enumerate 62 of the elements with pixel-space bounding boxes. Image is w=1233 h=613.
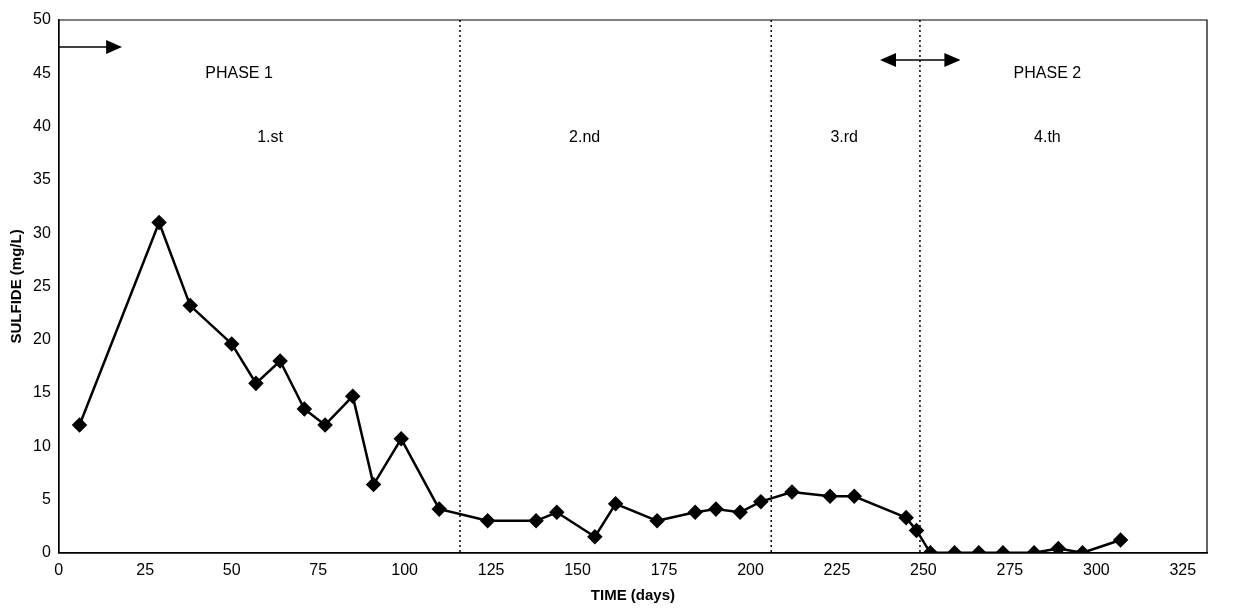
x-tick-label: 225 xyxy=(823,560,851,578)
x-tick-label: 325 xyxy=(1169,560,1197,578)
x-tick-label: 75 xyxy=(309,560,328,578)
point xyxy=(345,388,361,404)
point xyxy=(393,431,409,447)
x-axis-title: TIME (days) xyxy=(590,586,675,604)
y-tick-label: 15 xyxy=(33,383,51,401)
point xyxy=(72,417,87,433)
point xyxy=(224,336,239,352)
y-tick-label: 50 xyxy=(33,10,51,28)
x-tick-label: 300 xyxy=(1082,560,1110,578)
y-tick-label: 20 xyxy=(33,330,51,348)
point xyxy=(528,513,544,529)
x-tick-label: 175 xyxy=(650,560,678,578)
point xyxy=(480,513,495,529)
point xyxy=(1051,541,1066,553)
point xyxy=(753,494,769,509)
annotation: PHASE 1 xyxy=(205,63,273,81)
x-tick-label: 50 xyxy=(222,560,241,578)
point xyxy=(822,489,838,504)
x-tick-label: 275 xyxy=(996,560,1024,578)
x-tick-label: 125 xyxy=(477,560,505,578)
point xyxy=(182,298,198,313)
point xyxy=(431,501,447,517)
point xyxy=(898,510,914,525)
point xyxy=(1113,532,1128,548)
point xyxy=(909,523,924,538)
x-tick-label: 25 xyxy=(136,560,155,578)
point xyxy=(272,353,288,369)
point xyxy=(549,505,565,520)
x-tick-label: 100 xyxy=(391,560,419,578)
point xyxy=(587,529,603,545)
y-tick-label: 25 xyxy=(33,276,51,294)
y-tick-label: 5 xyxy=(41,489,51,507)
annotation: 1.st xyxy=(257,127,284,145)
point xyxy=(297,401,312,417)
point xyxy=(248,376,264,391)
point xyxy=(151,215,167,230)
point xyxy=(608,496,623,512)
y-tick-label: 35 xyxy=(33,170,51,188)
point xyxy=(366,477,381,492)
y-axis-title: SULFIDE (mg/L) xyxy=(7,229,25,344)
point xyxy=(732,505,748,520)
point xyxy=(317,417,333,433)
x-tick-label: 250 xyxy=(910,560,937,578)
y-tick-label: 45 xyxy=(33,63,51,81)
x-tick-label: 200 xyxy=(737,560,764,578)
point xyxy=(784,484,800,500)
y-tick-label: 40 xyxy=(33,116,51,134)
point xyxy=(846,489,862,504)
x-tick-label: 0 xyxy=(54,560,64,578)
y-tick-label: 30 xyxy=(33,223,51,241)
y-tick-label: 10 xyxy=(33,436,51,454)
annotation: 3.rd xyxy=(830,127,858,145)
annotation: PHASE 2 xyxy=(1013,63,1082,81)
x-tick-label: 150 xyxy=(564,560,592,578)
point xyxy=(687,505,703,520)
annotation: 2.nd xyxy=(569,127,601,145)
point xyxy=(649,513,665,529)
point xyxy=(708,501,724,517)
annotation: 4.th xyxy=(1034,127,1061,145)
y-tick-label: 0 xyxy=(41,543,51,561)
